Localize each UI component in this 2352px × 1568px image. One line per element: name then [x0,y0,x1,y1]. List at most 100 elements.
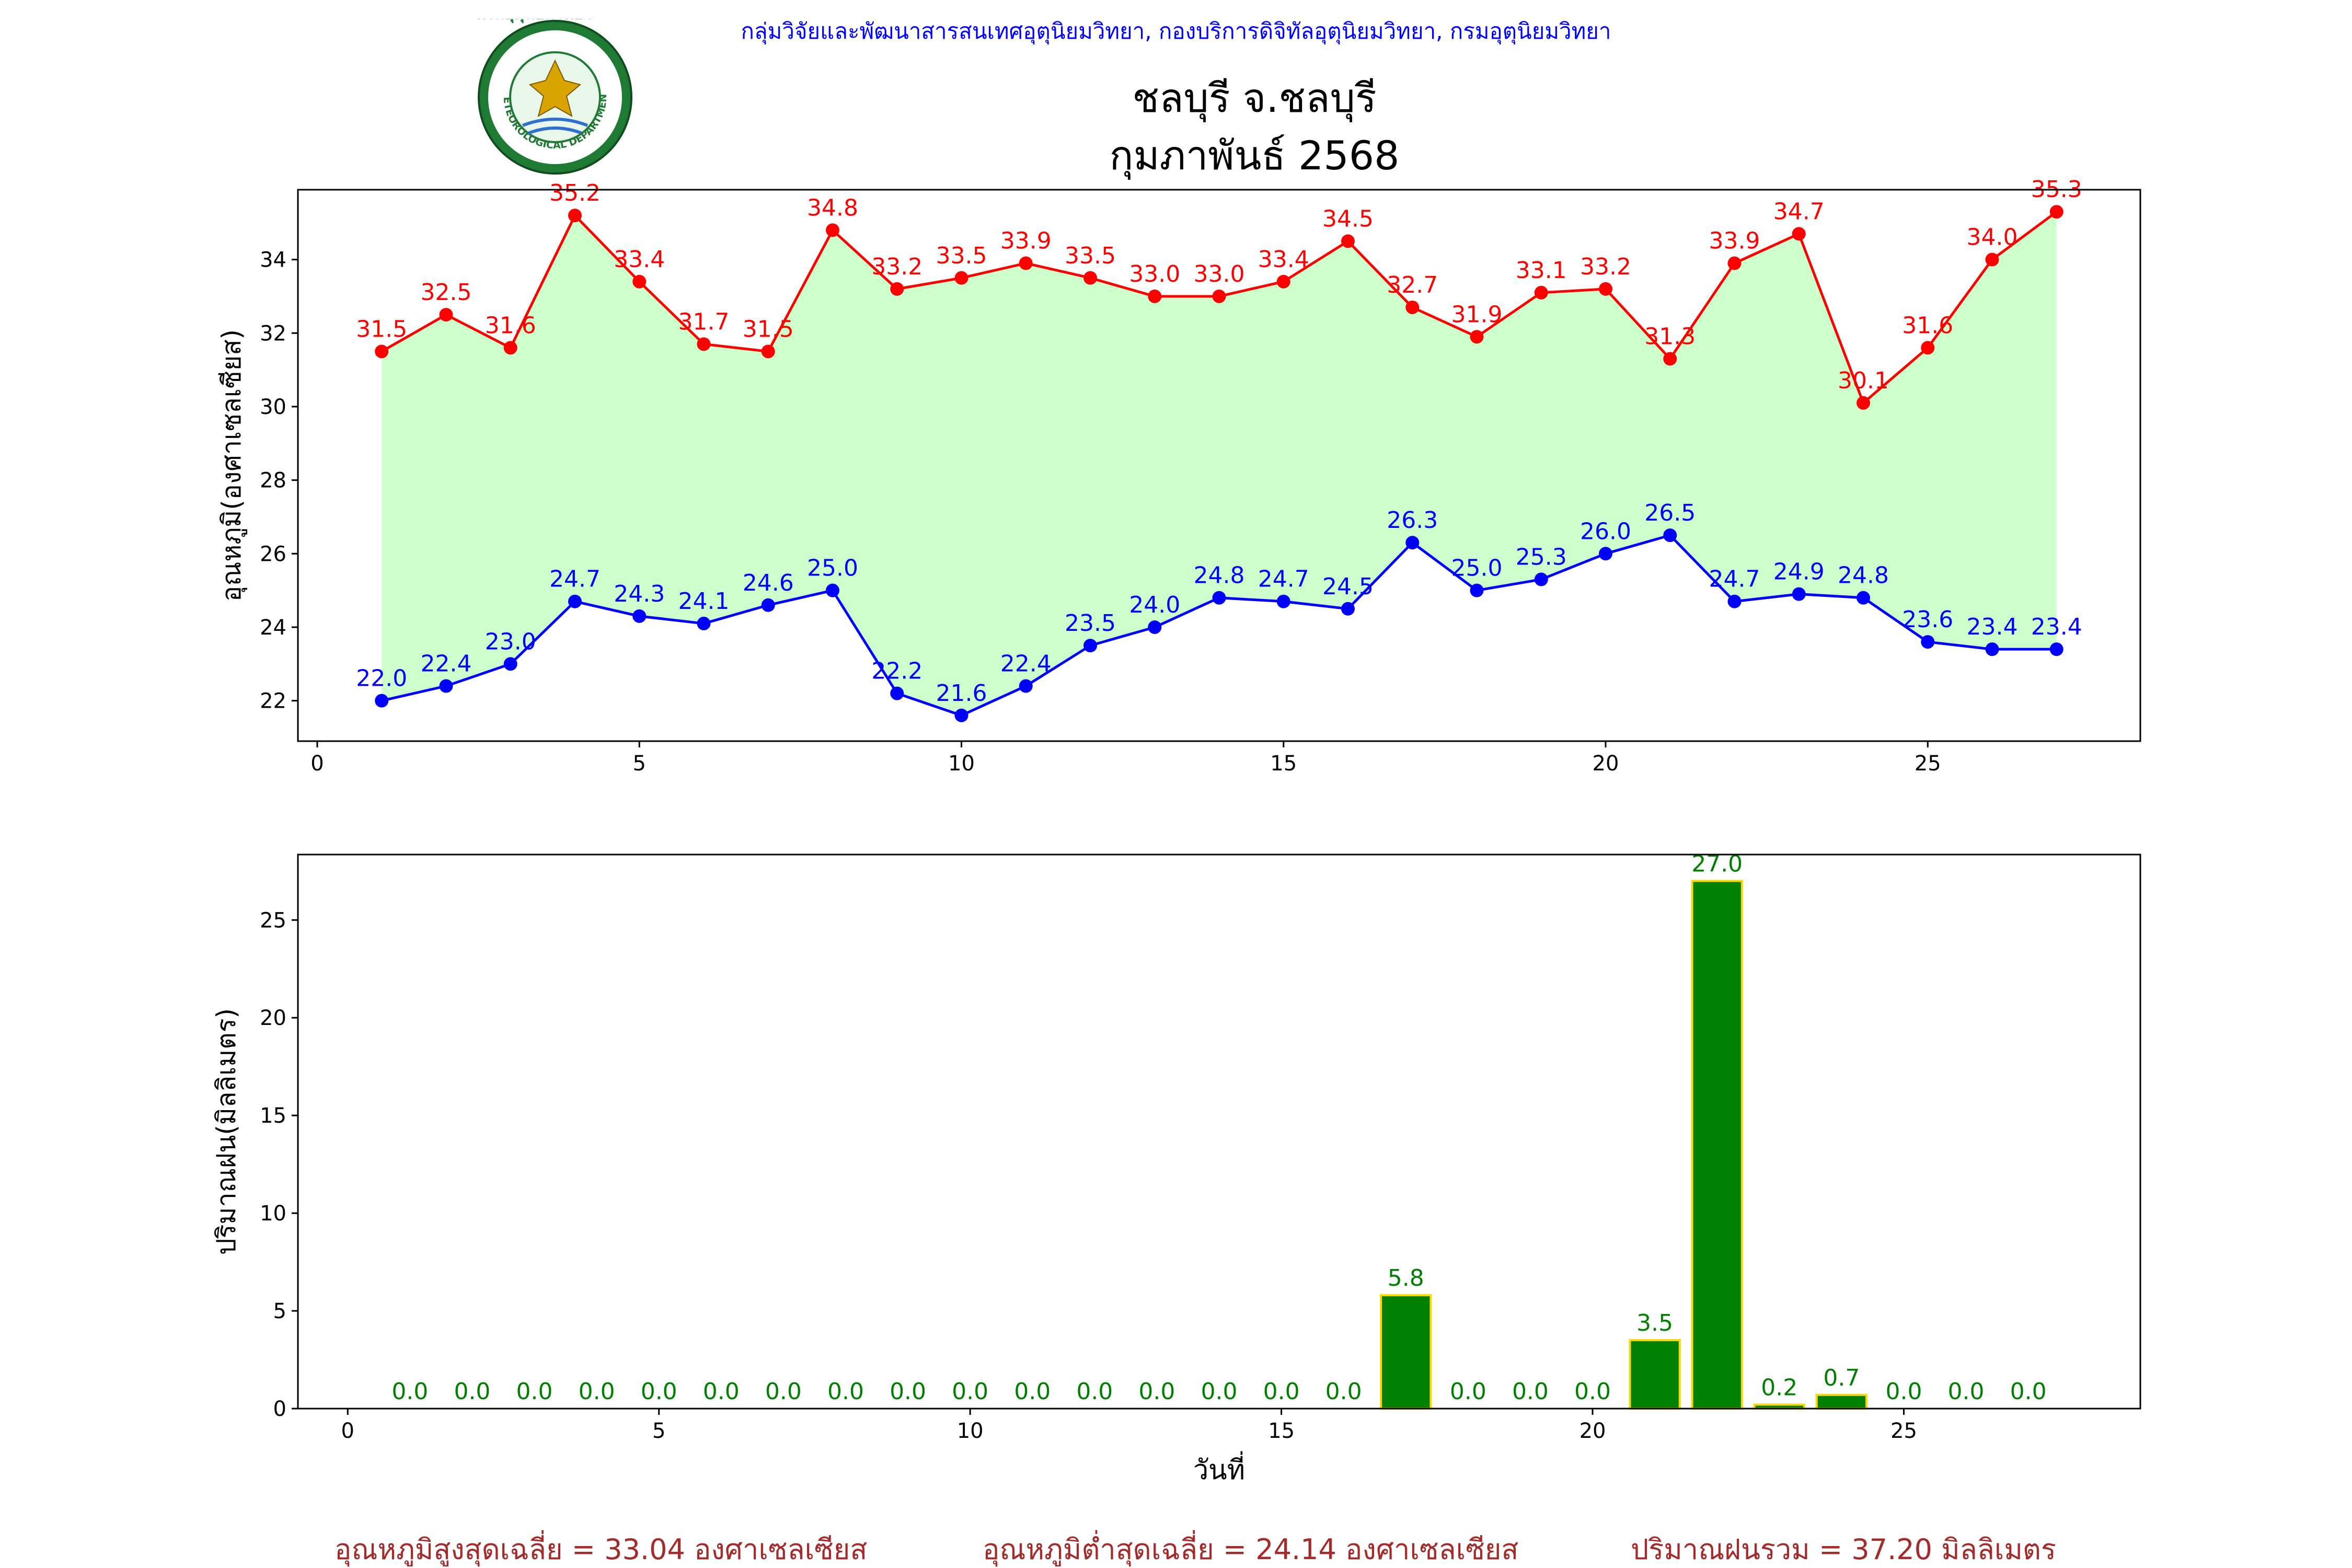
max-temp-label: 31.5 [743,316,794,342]
station-title: ชลบุรี จ.ชลบุรี [1132,75,1377,121]
max-temp-label: 31.5 [356,316,407,342]
rain-y-tick-label: 20 [260,1006,286,1030]
min-temp-label: 24.5 [1322,573,1374,600]
max-temp-label: 31.7 [678,308,730,335]
max-temp-label: 33.4 [614,246,665,273]
rainfall-x-axis-label: วันที่ [1193,1451,1245,1486]
max-temp-label: 33.9 [1000,228,1052,255]
max-temp-label: 33.2 [1580,253,1631,280]
rainfall-value-label: 0.0 [1263,1378,1300,1405]
min-temp-label: 23.6 [1902,606,1953,633]
min-temp-label: 25.0 [1451,555,1503,582]
max-temp-label: 33.0 [1129,261,1180,287]
max-temp-point [1019,256,1033,270]
rain-y-tick-label: 10 [260,1202,286,1226]
min-temp-label: 26.5 [1644,500,1696,526]
min-temp-point [1727,594,1742,608]
temp-x-tick-label: 5 [633,752,646,776]
rainfall-value-label: 0.0 [703,1378,740,1405]
rainfall-bar [1629,1339,1681,1410]
temp-x-tick-label: 15 [1270,752,1297,776]
rain-x-tick-label: 0 [341,1419,354,1443]
min-temp-point [697,616,711,630]
min-temp-label: 23.0 [485,628,536,655]
rainfall-value-label: 5.8 [1388,1265,1424,1292]
temp-y-tick-label: 22 [260,689,286,713]
rainfall-value-label: 0.0 [890,1378,926,1405]
rainfall-value-label: 0.0 [1076,1378,1113,1405]
min-temp-point [1083,639,1097,653]
rainfall-bar [1691,880,1743,1410]
max-temp-point [1212,289,1226,303]
max-temp-point [503,341,517,355]
rainfall-bar [1815,1393,1868,1410]
min-temp-point [1921,635,1935,649]
max-temp-point [439,308,453,322]
min-temp-label: 24.7 [549,566,601,593]
temp-y-tick-label: 30 [260,395,286,419]
min-temp-point [1212,591,1226,605]
min-temp-point [439,679,453,693]
min-temp-label: 24.7 [1258,566,1309,593]
meteorological-department-logo: กรมอุตุนิยมวิทยา METEOROLOGICAL DEPARTME… [477,19,632,175]
max-temp-point [825,223,839,237]
max-temp-point [568,209,582,223]
max-temp-point [1341,234,1355,248]
rainfall-value-label: 0.0 [1450,1378,1486,1405]
max-temp-label: 31.6 [1902,312,1953,339]
max-temp-point [1405,301,1420,315]
rainfall-y-axis-label: ปริมาณฝน(มิลลิเมตร) [211,1008,241,1255]
min-temp-label: 23.4 [2031,614,2082,640]
rain-x-tick-label: 5 [652,1419,665,1443]
rainfall-value-label: 0.0 [1574,1378,1611,1405]
max-temp-point [1148,289,1162,303]
temp-y-tick-label: 32 [260,321,286,345]
min-temp-point [825,583,839,597]
max-temp-label: 33.2 [871,253,923,280]
max-temp-point [1083,271,1097,285]
max-temp-point [1921,341,1935,355]
rainfall-value-label: 0.0 [827,1378,864,1405]
rainfall-bar [1380,1294,1432,1410]
min-temp-point [1470,583,1484,597]
temp-y-tick-label: 26 [260,542,286,566]
rain-x-tick-label: 20 [1579,1419,1606,1443]
min-temp-point [761,598,775,612]
max-temp-label: 34.8 [807,194,858,221]
temperature-y-axis-label: อุณหภูมิ(องศาเซลเซียส) [216,329,247,602]
min-temp-point [1857,591,1871,605]
min-temp-point [2049,642,2063,656]
min-temp-point [1341,602,1355,616]
min-temp-label: 22.2 [871,658,923,685]
max-temp-point [954,271,969,285]
max-temp-point [1985,252,1999,267]
max-temp-label: 32.7 [1387,272,1438,298]
min-temp-label: 24.6 [743,570,794,596]
max-temp-point [2049,205,2063,219]
min-temp-label: 25.0 [807,555,858,582]
min-temp-label: 23.4 [1967,614,2018,640]
min-temp-point [1276,594,1290,608]
min-temp-point [632,609,647,623]
rainfall-value-label: 0.0 [516,1378,553,1405]
temp-x-tick-label: 0 [310,752,324,776]
rainfall-value-label: 0.0 [1512,1378,1549,1405]
rain-x-tick-label: 25 [1890,1419,1917,1443]
max-temp-point [697,337,711,351]
min-temp-point [890,686,904,700]
min-temp-label: 24.9 [1773,559,1825,585]
max-temp-label: 33.1 [1516,257,1567,284]
rainfall-value-label: 0.0 [952,1378,988,1405]
max-temp-label: 31.9 [1451,301,1503,328]
min-temp-label: 22.0 [356,665,407,692]
min-temp-point [1599,547,1613,561]
max-temp-label: 31.3 [1644,324,1696,350]
min-temp-label: 24.0 [1129,592,1180,618]
max-temp-label: 32.5 [420,279,471,306]
max-temp-point [1727,256,1742,270]
rainfall-value-label: 0.7 [1823,1365,1860,1391]
rain-y-tick-label: 5 [273,1299,286,1323]
min-temp-label: 22.4 [420,651,471,677]
min-temp-point [954,708,969,722]
rainfall-value-label: 0.0 [1014,1378,1051,1405]
